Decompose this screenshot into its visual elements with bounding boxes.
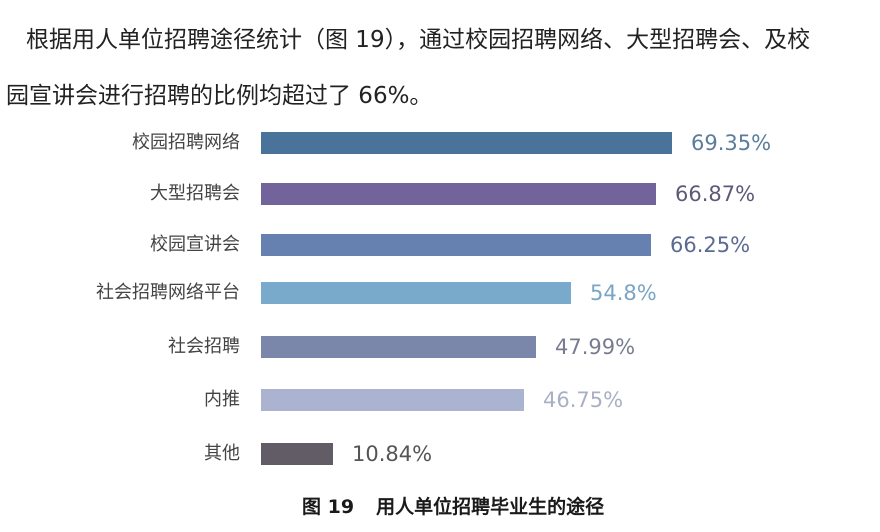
bar bbox=[261, 389, 524, 411]
bar bbox=[261, 443, 333, 465]
bar-row: 其他 10.84% bbox=[0, 442, 880, 466]
value-label: 66.87% bbox=[675, 182, 756, 206]
bar bbox=[261, 336, 536, 358]
intro-paragraph-line-1: 根据用人单位招聘途径统计（图 19），通过校园招聘网络、大型招聘会、及校 bbox=[26, 27, 811, 53]
value-label: 46.75% bbox=[543, 388, 624, 412]
figure-number: 图 19 bbox=[302, 496, 355, 518]
category-label: 内推 bbox=[204, 389, 240, 410]
value-label: 47.99% bbox=[555, 335, 636, 359]
category-label: 其他 bbox=[204, 443, 240, 464]
category-label: 社会招聘网络平台 bbox=[96, 282, 240, 303]
category-label: 校园招聘网络 bbox=[132, 132, 240, 153]
bar-row: 内推 46.75% bbox=[0, 388, 880, 412]
figure-title: 用人单位招聘毕业生的途径 bbox=[376, 496, 605, 518]
category-label: 社会招聘 bbox=[168, 336, 240, 357]
bar bbox=[261, 183, 656, 205]
category-label: 大型招聘会 bbox=[150, 183, 240, 204]
bar bbox=[261, 234, 651, 256]
value-label: 66.25% bbox=[670, 233, 751, 257]
category-label: 校园宣讲会 bbox=[150, 234, 240, 255]
value-label: 69.35% bbox=[691, 131, 772, 155]
bar bbox=[261, 282, 571, 304]
bar-row: 大型招聘会 66.87% bbox=[0, 182, 880, 206]
bar-row: 社会招聘网络平台 54.8% bbox=[0, 281, 880, 305]
bar-row: 社会招聘 47.99% bbox=[0, 335, 880, 359]
bar-row: 校园招聘网络 69.35% bbox=[0, 131, 880, 155]
bar bbox=[261, 132, 672, 154]
intro-paragraph-line-2: 园宣讲会进行招聘的比例均超过了 66%。 bbox=[6, 83, 433, 109]
figure-caption: 图 19 用人单位招聘毕业生的途径 bbox=[302, 492, 604, 519]
bar-row: 校园宣讲会 66.25% bbox=[0, 233, 880, 257]
value-label: 10.84% bbox=[352, 442, 433, 466]
value-label: 54.8% bbox=[590, 281, 657, 305]
